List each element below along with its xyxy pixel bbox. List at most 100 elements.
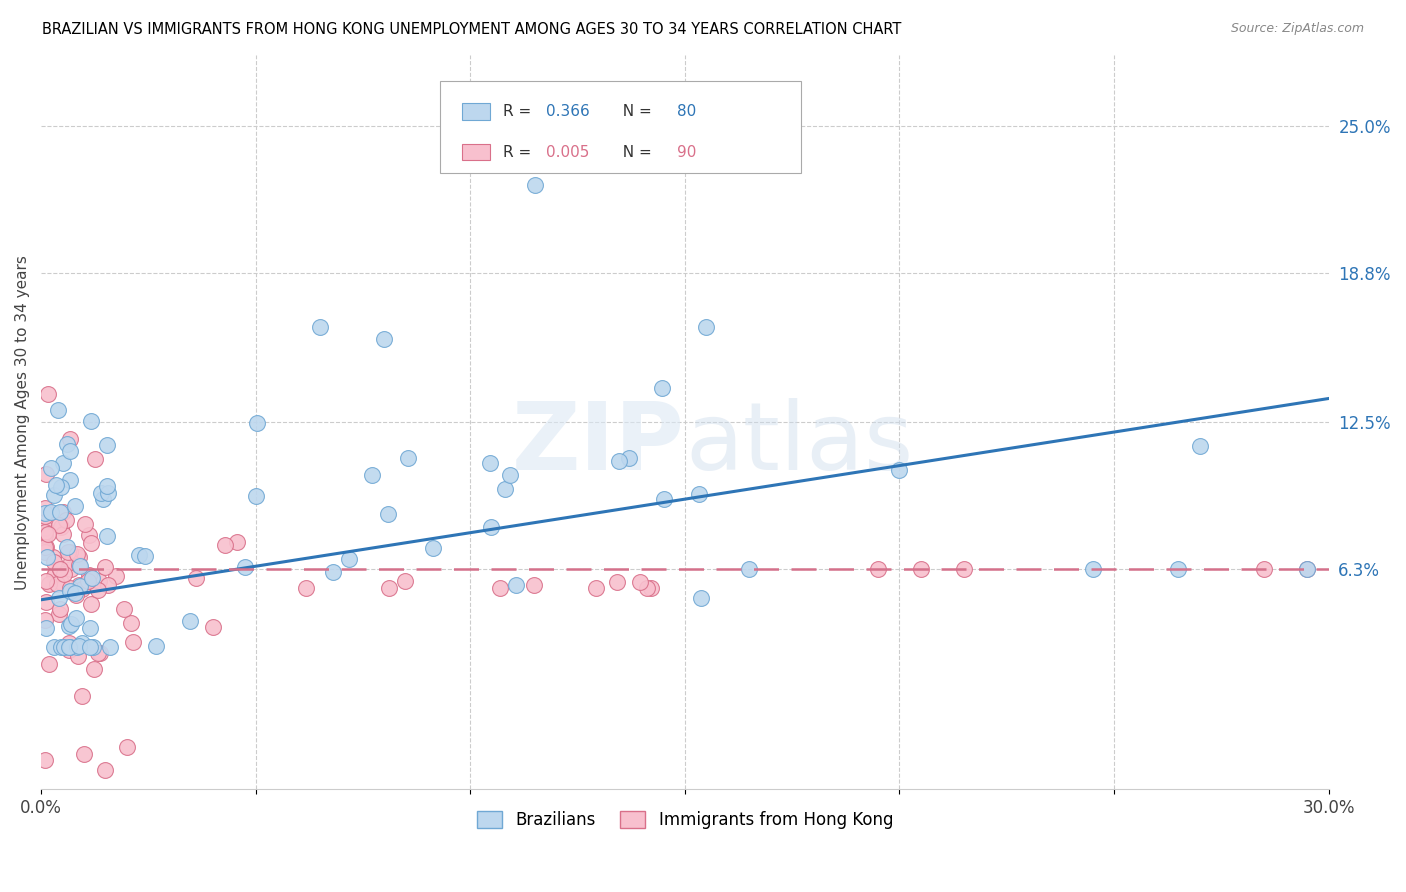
Text: 90: 90: [678, 145, 696, 160]
Point: [636, 581, 658, 595]
Point: [910, 562, 932, 576]
Point: [44, 555, 66, 569]
Point: [58, 640, 80, 654]
Point: [38, 657, 60, 671]
Point: [49, 520, 72, 534]
Point: [59, 616, 82, 631]
Point: [46, 576, 69, 591]
Point: [523, 178, 546, 193]
Point: [58, 643, 80, 657]
Point: [34, 506, 56, 520]
Text: R =: R =: [503, 145, 537, 160]
Point: [34, 541, 56, 555]
Point: [1253, 562, 1275, 576]
Point: [609, 454, 631, 468]
Point: [37, 550, 59, 565]
Point: [65, 611, 87, 625]
Point: [60, 562, 83, 576]
Point: [953, 562, 976, 576]
Y-axis label: Unemployment Among Ages 30 to 34 years: Unemployment Among Ages 30 to 34 years: [15, 255, 30, 590]
Point: [1081, 562, 1104, 576]
Point: [1296, 562, 1319, 576]
Point: [65, 588, 87, 602]
Point: [80, 536, 103, 550]
Point: [34, 524, 56, 539]
Point: [122, 635, 145, 649]
Point: [52, 526, 75, 541]
Point: [41, 550, 63, 565]
Point: [56, 540, 79, 554]
Point: [134, 549, 156, 563]
Point: [53, 640, 76, 654]
Point: [59, 640, 82, 654]
Point: [48, 607, 70, 621]
Point: [105, 568, 128, 582]
Text: R =: R =: [503, 104, 537, 119]
Point: [91, 492, 114, 507]
Point: [34, 508, 56, 523]
Point: [34, 521, 56, 535]
Point: [377, 581, 399, 595]
Point: [87, 583, 110, 598]
Text: atlas: atlas: [685, 398, 912, 491]
Point: [52, 566, 75, 581]
Point: [66, 640, 89, 654]
Point: [34, 500, 56, 515]
Point: [422, 541, 444, 556]
Point: [69, 578, 91, 592]
Point: [52, 505, 75, 519]
Point: [1167, 562, 1189, 576]
Point: [59, 584, 82, 599]
Point: [115, 739, 138, 754]
Bar: [463, 103, 491, 120]
Point: [98, 640, 121, 654]
Point: [35, 622, 58, 636]
Point: [42, 569, 65, 583]
Point: [59, 432, 82, 446]
Point: [96, 529, 118, 543]
Point: [309, 320, 332, 334]
Point: [41, 461, 63, 475]
Point: [523, 578, 546, 592]
Point: [67, 558, 90, 572]
Point: [479, 519, 502, 533]
Point: [120, 616, 142, 631]
Point: [44, 567, 66, 582]
Point: [499, 467, 522, 482]
Point: [48, 403, 70, 417]
Point: [82, 640, 104, 654]
Point: [49, 480, 72, 494]
Text: 80: 80: [678, 104, 696, 119]
Point: [226, 535, 249, 549]
Point: [77, 527, 100, 541]
Point: [73, 517, 96, 532]
Point: [505, 577, 527, 591]
Point: [652, 492, 675, 507]
Point: [79, 640, 101, 654]
Point: [49, 562, 72, 576]
Point: [112, 601, 135, 615]
Point: [70, 582, 93, 597]
Point: [80, 414, 103, 428]
Point: [72, 636, 94, 650]
Point: [79, 621, 101, 635]
Point: [72, 690, 94, 704]
Point: [585, 581, 607, 595]
Point: [67, 550, 90, 565]
Point: [66, 547, 89, 561]
Point: [128, 548, 150, 562]
Point: [690, 591, 713, 605]
Point: [96, 479, 118, 493]
Point: [58, 636, 80, 650]
Point: [80, 598, 103, 612]
Point: [373, 332, 395, 346]
Point: [49, 574, 72, 589]
Point: [394, 574, 416, 588]
Point: [59, 545, 82, 559]
FancyBboxPatch shape: [440, 81, 801, 172]
Point: [34, 595, 56, 609]
Point: [246, 416, 269, 430]
Text: 0.005: 0.005: [546, 145, 589, 160]
Point: [87, 646, 110, 660]
Point: [69, 558, 91, 573]
